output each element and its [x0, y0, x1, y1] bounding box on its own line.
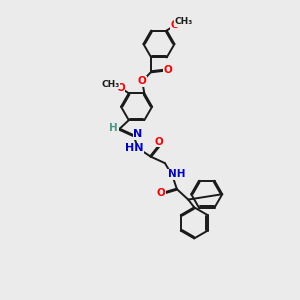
Text: O: O	[156, 188, 165, 198]
Text: NH: NH	[168, 169, 185, 179]
Text: O: O	[138, 76, 147, 86]
Text: N: N	[133, 130, 142, 140]
Text: O: O	[154, 137, 163, 147]
Text: HN: HN	[125, 143, 143, 153]
Text: CH₃: CH₃	[101, 80, 119, 89]
Text: O: O	[164, 65, 172, 75]
Text: O: O	[116, 83, 125, 93]
Text: H: H	[110, 123, 118, 133]
Text: O: O	[171, 20, 179, 30]
Text: CH₃: CH₃	[175, 17, 193, 26]
